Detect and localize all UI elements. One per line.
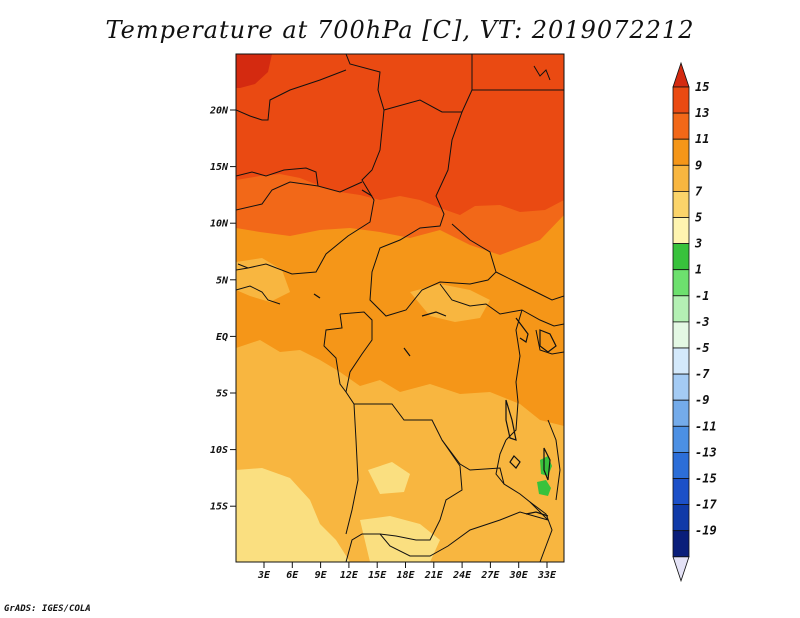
colorbar-label: -15 <box>695 472 717 486</box>
colorbar-label: -5 <box>695 341 709 355</box>
colorbar-swatch <box>672 321 690 349</box>
field-5-patch-mid <box>368 462 410 494</box>
colorbar-bottom-arrow <box>672 556 690 583</box>
lon-label: 15E <box>368 570 387 581</box>
map-title: Temperature at 700hPa [C], VT: 201907221… <box>105 16 695 44</box>
lat-label: 15N <box>210 162 229 173</box>
lon-label: 33E <box>537 570 557 581</box>
field-3-patch-b <box>537 480 551 496</box>
colorbar-swatch <box>672 399 690 427</box>
colorbar-label: 13 <box>695 106 709 120</box>
colorbar-label: 11 <box>695 132 709 146</box>
lon-label: 12E <box>340 570 359 581</box>
lakes <box>313 189 557 517</box>
grads-credit: GrADS: IGES/COLA <box>4 604 91 614</box>
colorbar-swatch <box>672 217 690 245</box>
colorbar-label: -7 <box>695 367 710 381</box>
colorbar-swatch <box>672 504 690 532</box>
lon-label: 30E <box>509 570 529 581</box>
latitude-axis: 20N 15N 10N 5N EQ 5S 10S 15S <box>209 106 236 513</box>
colorbar-label: -11 <box>695 419 717 433</box>
colorbar-label: -17 <box>695 498 717 512</box>
temperature-field <box>236 54 564 562</box>
colorbar-label: -19 <box>695 524 717 538</box>
lat-label: 10S <box>210 445 228 456</box>
colorbar-swatch <box>672 112 690 140</box>
colorbar-swatch <box>672 425 690 453</box>
colorbar-swatch <box>672 295 690 323</box>
field-13-band <box>236 54 564 215</box>
colorbar-swatch <box>672 347 690 375</box>
lat-label: 20N <box>209 106 229 117</box>
colorbar-swatch <box>672 451 690 479</box>
map-frame <box>235 53 565 563</box>
colorbar-swatch <box>672 86 690 114</box>
colorbar-label: -9 <box>695 393 709 407</box>
field-7-band <box>236 340 564 562</box>
longitude-axis: 3E 6E 9E 12E 15E 18E 21E 24E 27E 30E 33E <box>257 562 557 581</box>
colorbar-label: 1 <box>695 263 702 277</box>
colorbar-swatch <box>672 164 690 192</box>
colorbar-swatch <box>672 478 690 506</box>
colorbar-label: 7 <box>695 184 703 198</box>
field-5-patch-south <box>360 516 440 562</box>
colorbar-label: 3 <box>694 237 702 251</box>
country-borders <box>236 54 564 562</box>
colorbar-label: -1 <box>695 289 709 303</box>
field-7-patch-west <box>236 258 290 302</box>
colorbar-label: -13 <box>695 445 717 459</box>
colorbar-swatch <box>672 190 690 218</box>
lon-label: 6E <box>286 570 299 581</box>
colorbar-swatch <box>672 138 690 166</box>
lat-label: 15S <box>210 502 228 513</box>
lat-label: 10N <box>210 219 229 230</box>
colorbar-label: 5 <box>695 211 702 225</box>
colorbar: 15 13 11 9 7 5 3 1 -1 -3 -5 -7 -9 -11 -13 -15 -17 -19 <box>672 61 717 583</box>
colorbar-label: -3 <box>695 315 709 329</box>
lon-label: 24E <box>452 570 472 581</box>
colorbar-label: 9 <box>695 158 702 172</box>
colorbar-swatch <box>672 243 690 271</box>
colorbar-label: 15 <box>695 80 709 94</box>
lon-label: 9E <box>315 570 328 581</box>
colorbar-swatch <box>672 373 690 401</box>
field-15-patch <box>236 54 272 88</box>
colorbar-top-arrow <box>672 61 690 88</box>
colorbar-swatch <box>672 530 690 558</box>
lon-label: 18E <box>396 570 415 581</box>
lat-label: 5N <box>216 275 229 286</box>
colorbar-swatch <box>672 269 690 297</box>
lat-label: EQ <box>216 332 228 343</box>
field-7-patch-central <box>410 284 490 322</box>
lon-label: 21E <box>424 570 444 581</box>
field-5-band <box>236 468 350 562</box>
lon-label: 27E <box>480 570 500 581</box>
lon-label: 3E <box>257 570 271 581</box>
lat-label: 5S <box>216 389 228 400</box>
